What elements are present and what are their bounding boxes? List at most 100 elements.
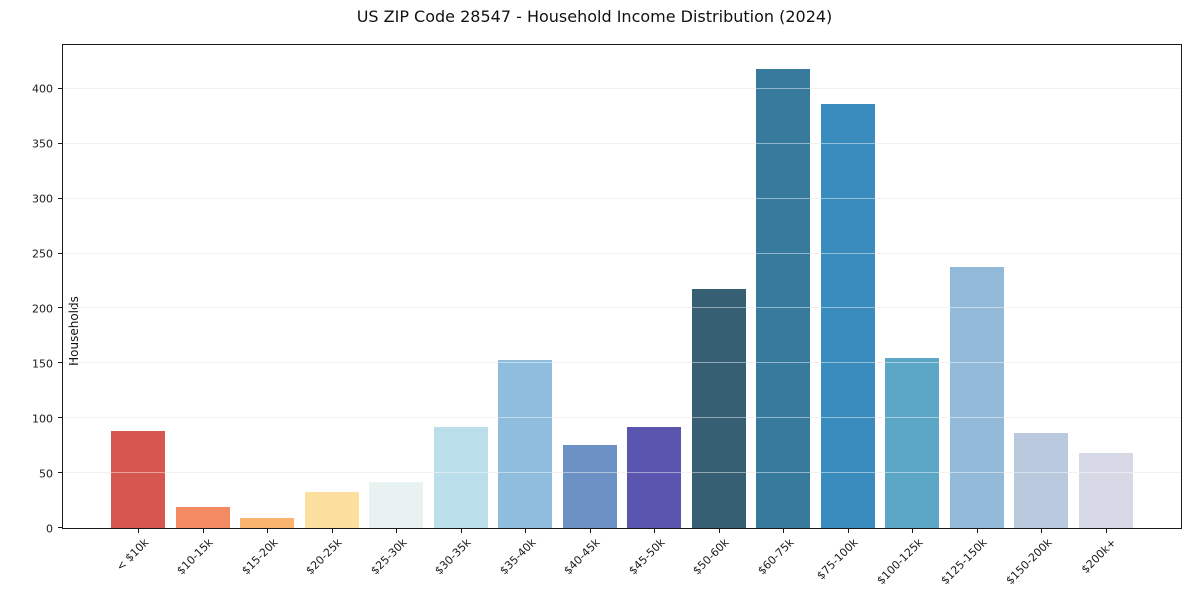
y-tick-mark-50: [58, 472, 62, 474]
x-tick-mark: [783, 529, 785, 533]
x-tick-mark: [912, 529, 914, 533]
x-tick-label: $20-25k: [303, 536, 345, 578]
bar-$200k+: [1078, 453, 1133, 528]
x-tick-mark: [976, 529, 978, 533]
x-tick-label: $10-15k: [174, 536, 216, 578]
bar-slot: [751, 45, 816, 528]
gridline-overlay-100: [63, 417, 1181, 419]
bar-slot: [429, 45, 494, 528]
y-tick-label-400: 400: [32, 82, 53, 96]
x-tick-label: $200k+: [1078, 536, 1119, 577]
gridline-350: [63, 142, 1181, 144]
x-tick-label: $125-150k: [938, 536, 990, 588]
bar-$150-200k: [1014, 432, 1069, 528]
x-tick-mark: [267, 529, 269, 533]
gridline-overlay-50: [63, 472, 1181, 474]
x-tick-mark: [847, 529, 849, 533]
y-tick-label-50: 50: [39, 467, 53, 481]
bar-slot: [1009, 45, 1074, 528]
gridline-overlay-400: [63, 87, 1181, 89]
bar-$100-125k: [885, 357, 940, 528]
bar-slot: [558, 45, 623, 528]
x-tick-mark: [718, 529, 720, 533]
x-tick-label: $100-125k: [874, 536, 926, 588]
bar-series: [63, 45, 1181, 528]
y-tick-label-350: 350: [32, 137, 53, 151]
x-tick-mark: [396, 529, 398, 533]
y-tick-mark-150: [58, 362, 62, 364]
x-tick-mark: [331, 529, 333, 533]
gridline-overlay-300: [63, 197, 1181, 199]
bar-$50-60k: [691, 288, 746, 528]
x-tick-mark: [1041, 529, 1043, 533]
y-tick-label-0: 0: [46, 522, 53, 535]
bar-slot: [945, 45, 1010, 528]
bar-$10-15k: [175, 507, 230, 528]
x-tick-mark: [525, 529, 527, 533]
bar-$25-30k: [369, 481, 424, 528]
x-tick-label: $30-35k: [432, 536, 474, 578]
bar-slot: [235, 45, 300, 528]
bar-slot: [171, 45, 236, 528]
bar-slot: [880, 45, 945, 528]
gridline-300: [63, 197, 1181, 199]
bar-$75-100k: [820, 104, 875, 528]
gridline-100: [63, 417, 1181, 419]
bar-$30-35k: [433, 427, 488, 528]
bar-slot: [364, 45, 429, 528]
y-tick-mark-0: [58, 527, 62, 528]
x-tick-mark: [138, 529, 140, 533]
gridline-overlay-150: [63, 362, 1181, 364]
gridline-200: [63, 307, 1181, 309]
bar-slot: [687, 45, 752, 528]
x-tick-label: $150-200k: [1003, 536, 1055, 588]
bar-slot: [493, 45, 558, 528]
y-tick-mark-250: [58, 252, 62, 254]
bar-slot: [1074, 45, 1139, 528]
x-tick-label: $35-40k: [497, 536, 539, 578]
bar-$45-50k: [627, 427, 682, 528]
bar-$60-75k: [756, 69, 811, 528]
y-tick-label-150: 150: [32, 357, 53, 371]
x-tick-label: $25-30k: [368, 536, 410, 578]
gridline-overlay-200: [63, 307, 1181, 309]
bar-$125-150k: [949, 266, 1004, 528]
x-tick-mark: [1105, 529, 1107, 533]
bar-$20-25k: [304, 491, 359, 528]
y-tick-label-100: 100: [32, 412, 53, 426]
x-tick-mark: [654, 529, 656, 533]
x-tick-mark: [589, 529, 591, 533]
bar-$35-40k: [498, 360, 553, 528]
bar-slot: [300, 45, 365, 528]
y-tick-mark-100: [58, 417, 62, 419]
bar-slot: [106, 45, 171, 528]
gridline-50: [63, 472, 1181, 474]
bar-$15-20k: [240, 518, 295, 528]
bar-slot: [622, 45, 687, 528]
x-tick-mark: [460, 529, 462, 533]
x-tick-label: $15-20k: [239, 536, 281, 578]
bar-$40-45k: [562, 444, 617, 528]
gridline-250: [63, 252, 1181, 254]
y-tick-label-200: 200: [32, 302, 53, 316]
x-tick-label: < $10k: [113, 536, 152, 574]
y-tick-mark-200: [58, 307, 62, 309]
x-tick-label: $50-60k: [690, 536, 732, 578]
gridline-400: [63, 87, 1181, 89]
x-tick-label: $60-75k: [755, 536, 797, 578]
bar-< $10k: [111, 431, 166, 528]
gridline-150: [63, 362, 1181, 364]
bar-slot: [816, 45, 881, 528]
x-tick-label: $45-50k: [626, 536, 668, 578]
x-tick-mark: [202, 529, 204, 533]
x-tick-label: $40-45k: [561, 536, 603, 578]
x-tick-label: $75-100k: [814, 536, 861, 583]
y-tick-label-250: 250: [32, 247, 53, 261]
y-tick-mark-300: [58, 197, 62, 199]
gridline-overlay-250: [63, 252, 1181, 254]
chart-title: US ZIP Code 28547 - Household Income Dis…: [356, 7, 833, 26]
y-tick-label-300: 300: [32, 192, 53, 206]
y-tick-mark-350: [58, 142, 62, 144]
plot-area: Households 0 50 100 150 200 250 300 350 400 < $1…: [32, 44, 1182, 587]
